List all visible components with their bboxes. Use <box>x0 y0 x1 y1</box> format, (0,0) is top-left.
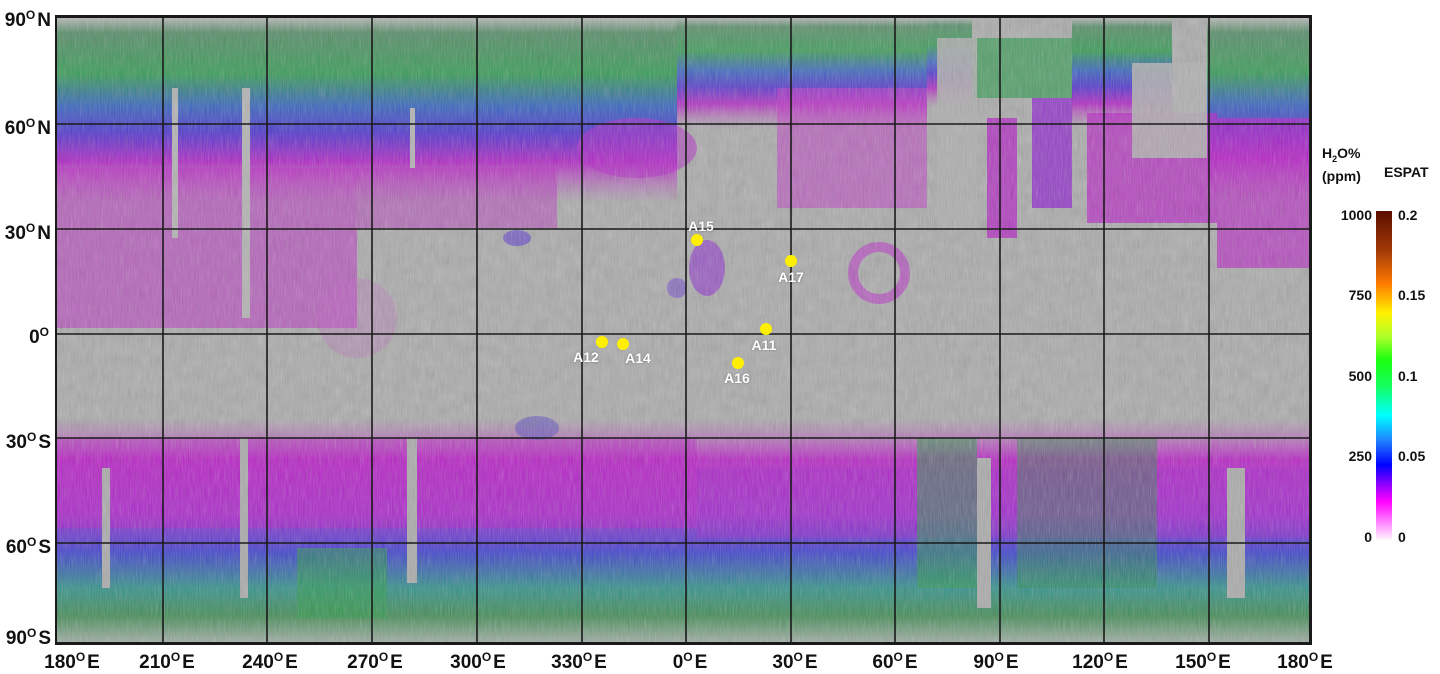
lat-label-60s: 60O S <box>5 535 51 558</box>
landing-site-label-a12: A12 <box>573 349 599 365</box>
lon-label-120e: 120O E <box>1072 650 1128 673</box>
colorbar-tick-espat-0.1: 0.1 <box>1398 368 1418 384</box>
lon-label-210e: 210O E <box>139 650 195 673</box>
lon-label-300e: 300O E <box>450 650 506 673</box>
landing-site-marker-a16[interactable] <box>732 357 744 369</box>
landing-site-marker-a17[interactable] <box>785 255 797 267</box>
legend-title-espat: ESPAT <box>1384 164 1429 180</box>
landing-site-label-a15: A15 <box>688 218 714 234</box>
landing-site-label-a14: A14 <box>625 350 651 366</box>
colorbar-tick-ppm-750: 750 <box>1348 287 1372 303</box>
landing-site-marker-a14[interactable] <box>617 338 629 350</box>
lat-label-30s: 30O S <box>5 430 51 453</box>
landing-site-marker-a12[interactable] <box>596 336 608 348</box>
map-raster <box>57 18 1309 642</box>
landing-site-label-a16: A16 <box>724 370 750 386</box>
lon-label-150e: 150O E <box>1175 650 1231 673</box>
lunar-water-map <box>55 15 1312 645</box>
lon-label-330e: 330O E <box>551 650 607 673</box>
landing-site-label-a11: A11 <box>751 337 777 353</box>
colorbar-tick-espat-0.2: 0.2 <box>1398 207 1418 223</box>
graticule <box>57 18 1309 642</box>
lat-label-30n: 30O N <box>4 221 51 244</box>
lon-label-60e: 60O E <box>872 650 918 673</box>
lon-label-0e: 0O E <box>672 650 708 673</box>
colorbar-tick-ppm-500: 500 <box>1348 368 1372 384</box>
colorbar-tick-ppm-250: 250 <box>1348 448 1372 464</box>
lat-label-0: 0O <box>29 325 49 348</box>
lon-label-180e-right: 180O E <box>1277 650 1333 673</box>
lon-label-30e: 30O E <box>772 650 818 673</box>
colorbar <box>1376 211 1392 541</box>
lon-label-270e: 270O E <box>347 650 403 673</box>
lat-label-90s: 90O S <box>5 626 51 649</box>
landing-site-label-a17: A17 <box>778 269 804 285</box>
colorbar-tick-espat-0.15: 0.15 <box>1398 287 1426 303</box>
lon-label-240e: 240O E <box>242 650 298 673</box>
landing-site-marker-a11[interactable] <box>760 323 772 335</box>
colorbar-tick-espat-0: 0 <box>1398 529 1406 545</box>
colorbar-tick-ppm-1000: 1000 <box>1340 207 1372 223</box>
lat-label-60n: 60O N <box>4 116 51 139</box>
landing-site-marker-a15[interactable] <box>691 234 703 246</box>
colorbar-tick-ppm-0: 0 <box>1364 529 1372 545</box>
lon-label-180e-left: 180O E <box>44 650 100 673</box>
colorbar-legend: H2O% (ppm) ESPAT 1000 0.2 750 0.15 500 0… <box>1318 145 1440 555</box>
colorbar-tick-espat-0.05: 0.05 <box>1398 448 1426 464</box>
lat-label-90n: 90O N <box>4 8 51 31</box>
lon-label-90e: 90O E <box>973 650 1019 673</box>
legend-title-h2o: H2O% (ppm) <box>1322 145 1361 184</box>
